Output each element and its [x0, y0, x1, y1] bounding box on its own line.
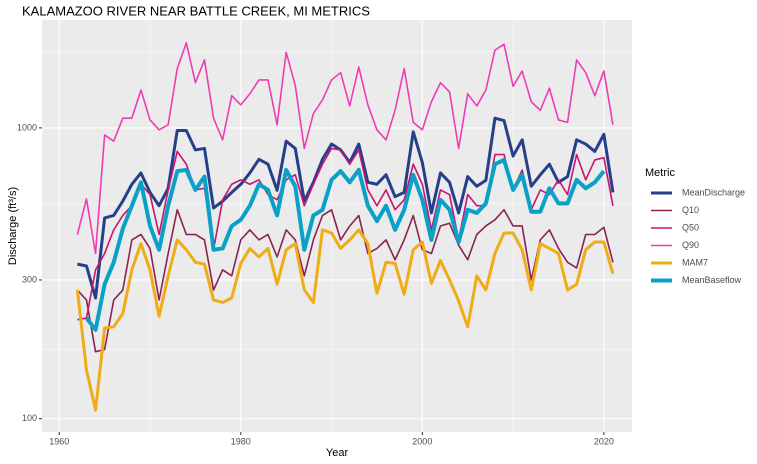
series-line: [84, 157, 606, 332]
chart-title: KALAMAZOO RIVER NEAR BATTLE CREEK, MI ME…: [22, 3, 370, 18]
grid: [42, 20, 632, 432]
x-tick-label: 1980: [231, 436, 251, 446]
legend-title: Metric: [645, 167, 675, 179]
x-tick-label: 1960: [49, 436, 69, 446]
y-tick-label: 300: [22, 274, 37, 284]
x-axis-title: Year: [326, 447, 349, 459]
legend-label: Q10: [682, 205, 699, 215]
x-tick-label: 2000: [412, 436, 432, 446]
legend: MeanDischarge Q10 Q50 Q90 MAM7 MeanBaseflow: [651, 187, 745, 285]
legend-label: MeanDischarge: [682, 187, 745, 197]
y-tick-label: 1000: [17, 122, 37, 132]
series-line: [76, 42, 614, 255]
series-line: [76, 208, 614, 353]
y-axis-title: Discharge (ft³/s): [7, 187, 19, 265]
series-line: [75, 228, 615, 412]
lines: [75, 42, 615, 412]
legend-label: Q50: [682, 222, 699, 232]
legend-label: MAM7: [682, 257, 708, 267]
x-tick-label: 2020: [594, 436, 614, 446]
legend-label: Q90: [682, 240, 699, 250]
legend-label: MeanBaseflow: [682, 275, 742, 285]
y-tick-label: 100: [22, 413, 37, 423]
